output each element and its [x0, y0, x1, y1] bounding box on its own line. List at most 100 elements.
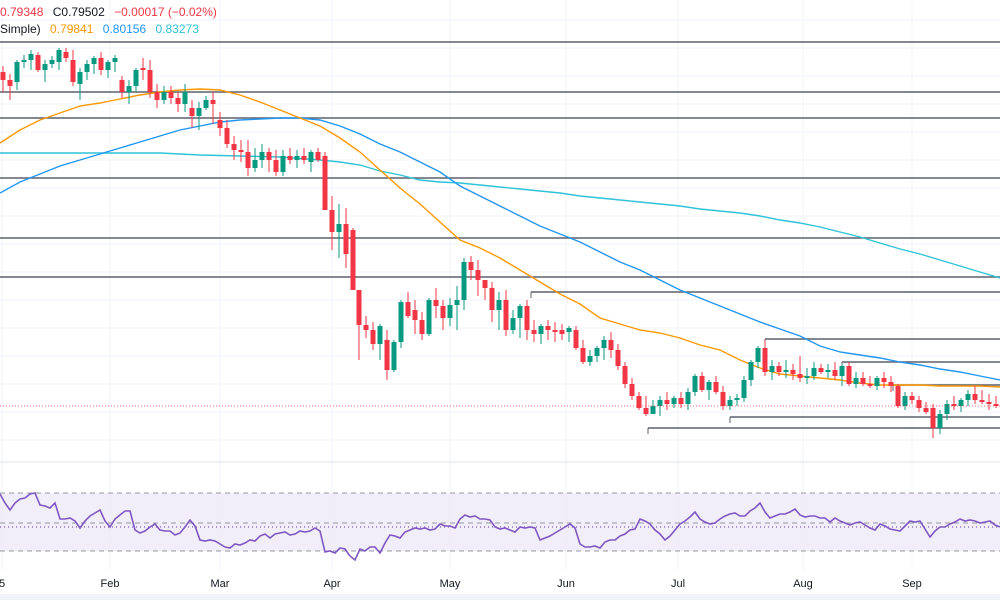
candle-up — [853, 378, 859, 384]
candle-down — [238, 150, 244, 152]
candle-up — [21, 60, 27, 62]
candle-down — [217, 120, 223, 128]
candle-up — [426, 300, 432, 334]
candle-down — [384, 340, 390, 370]
candle-down — [266, 152, 272, 160]
ma50-value: 0.79841 — [50, 22, 94, 36]
candle-down — [552, 330, 558, 332]
candle-down — [468, 262, 474, 270]
candle-up — [965, 394, 971, 400]
candle-down — [860, 378, 866, 384]
candle-down — [846, 366, 852, 384]
candle-down — [881, 378, 887, 382]
candle-up — [14, 62, 20, 82]
candle-down — [63, 52, 69, 58]
candle-up — [259, 152, 265, 160]
candle-down — [832, 370, 838, 376]
candle-up — [587, 356, 593, 362]
candle-up — [783, 370, 789, 372]
rsi-band — [0, 493, 1000, 551]
candle-up — [650, 406, 656, 414]
ohlc-close-value: C0.79502 — [52, 5, 105, 19]
candle-down — [615, 350, 621, 366]
candle-up — [741, 380, 747, 398]
candle-down — [147, 70, 153, 92]
candle-down — [531, 330, 537, 334]
ma200-value: 0.83273 — [155, 22, 199, 36]
candle-up — [294, 156, 300, 160]
candle-down — [412, 310, 418, 320]
candle-down — [699, 376, 705, 390]
candle-up — [280, 156, 286, 172]
candle-up — [196, 108, 202, 116]
ma100-line — [0, 117, 1000, 381]
candle-up — [112, 58, 118, 62]
candle-down — [608, 340, 614, 350]
candle-down — [986, 402, 992, 404]
candle-down — [231, 144, 237, 150]
candle-down — [867, 384, 873, 386]
candle-down — [923, 408, 929, 412]
candle-down — [909, 396, 915, 400]
candle-up — [42, 64, 48, 70]
candle-down — [524, 306, 530, 330]
candle-up — [398, 302, 404, 342]
candle-up — [377, 326, 383, 344]
candle-down — [210, 100, 216, 104]
candle-down — [475, 270, 481, 280]
candle-down — [273, 160, 279, 172]
candle-down — [580, 348, 586, 362]
candle-down — [140, 68, 146, 70]
candle-up — [748, 362, 754, 380]
candle-down — [790, 370, 796, 374]
ohlc-low-value: 0.79348 — [0, 5, 44, 19]
rsi-pane[interactable] — [0, 492, 1000, 562]
candle-down — [7, 80, 13, 86]
ma-indicator-label[interactable]: Simple) — [0, 22, 41, 36]
chart-legend: 0.79348 C0.79502 −0.00017 (−0.02%) Simpl… — [0, 4, 223, 38]
candle-down — [713, 382, 719, 392]
ma-row[interactable]: Simple) 0.79841 0.80156 0.83273 — [0, 21, 223, 38]
candle-up — [182, 92, 188, 104]
candle-down — [776, 366, 782, 372]
candle-up — [84, 64, 90, 72]
ohlc-row: 0.79348 C0.79502 −0.00017 (−0.02%) — [0, 4, 223, 21]
time-axis-label: May — [439, 578, 461, 590]
candle-down — [930, 408, 936, 428]
candle-down — [322, 156, 328, 210]
candle-down — [636, 396, 642, 408]
candle-up — [937, 414, 943, 428]
candle-down — [154, 92, 160, 100]
candle-down — [482, 280, 488, 288]
time-axis-label: Feb — [100, 578, 120, 590]
candle-up — [769, 366, 775, 372]
candle-down — [895, 386, 901, 406]
candle-down — [622, 366, 628, 384]
candle-up — [454, 300, 460, 305]
time-axis-border — [0, 594, 1000, 600]
candle-up — [161, 92, 167, 100]
candle-up — [839, 366, 845, 376]
candle-up — [203, 100, 209, 108]
candle-up — [734, 398, 740, 400]
candle-down — [664, 400, 670, 404]
candle-down — [993, 404, 999, 406]
candle-down — [350, 230, 356, 290]
candle-down — [287, 156, 293, 160]
candle-down — [559, 330, 565, 334]
candle-up — [308, 152, 314, 162]
candle-up — [706, 382, 712, 390]
time-axis[interactable]: 5FebMarAprMayJunJulAugSepOct — [0, 570, 1000, 600]
candle-up — [811, 368, 817, 376]
time-axis-label: Jul — [670, 578, 686, 590]
candle-down — [370, 330, 376, 344]
candle-down — [224, 128, 230, 144]
candle-down — [629, 384, 635, 396]
candle-up — [126, 86, 132, 92]
candle-up — [28, 54, 34, 60]
time-axis-label: 5 — [0, 578, 6, 590]
candle-up — [56, 50, 62, 62]
candle-up — [944, 404, 950, 414]
rsi-line — [0, 492, 1000, 562]
